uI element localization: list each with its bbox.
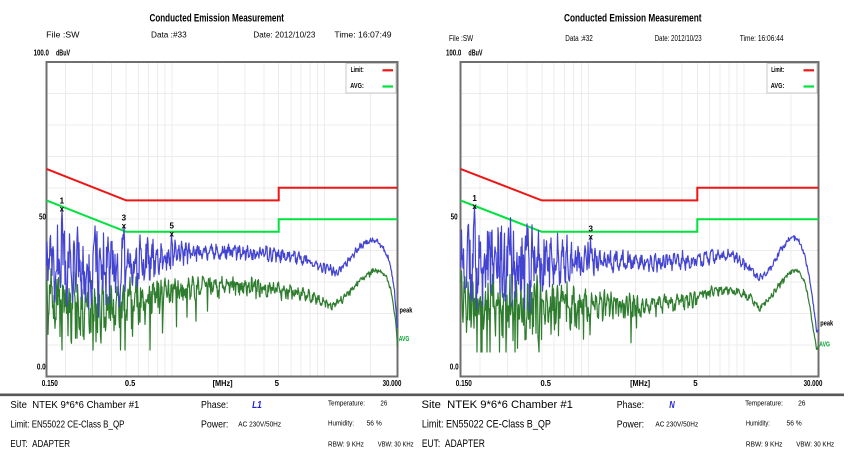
svg-text:AC 230V/50Hz: AC 230V/50Hz bbox=[655, 419, 698, 428]
svg-text:Limit: EN55022 CE-Class B_QP: Limit: EN55022 CE-Class B_QP bbox=[422, 418, 551, 430]
svg-text:30.000: 30.000 bbox=[383, 379, 402, 388]
svg-text:VBW: 30 KHz: VBW: 30 KHz bbox=[378, 439, 414, 448]
svg-text:100.0: 100.0 bbox=[446, 49, 462, 58]
svg-text:RBW: 9 KHz: RBW: 9 KHz bbox=[746, 439, 783, 448]
svg-text:RBW: 9 KHz: RBW: 9 KHz bbox=[328, 439, 364, 448]
svg-text:5: 5 bbox=[693, 379, 698, 388]
svg-text:AVG:: AVG: bbox=[771, 81, 785, 90]
svg-text:Power:: Power: bbox=[201, 419, 228, 430]
svg-text:Site NTEK 9*6*6 Chamber #1: Site NTEK 9*6*6 Chamber #1 bbox=[422, 399, 573, 411]
svg-text:Site NTEK 9*6*6 Chamber #1: Site NTEK 9*6*6 Chamber #1 bbox=[10, 400, 139, 411]
svg-text:Data :#33: Data :#33 bbox=[151, 31, 187, 40]
svg-text:Phase:: Phase: bbox=[617, 400, 644, 411]
svg-text:[MHz]: [MHz] bbox=[213, 379, 233, 388]
svg-text:x: x bbox=[472, 202, 477, 211]
svg-text:Humidity:: Humidity: bbox=[746, 419, 770, 428]
svg-text:EUT: ADAPTER: EUT: ADAPTER bbox=[10, 439, 70, 450]
svg-text:0.0: 0.0 bbox=[37, 362, 46, 371]
svg-text:[MHz]: [MHz] bbox=[630, 379, 650, 388]
svg-text:L1: L1 bbox=[252, 400, 262, 411]
svg-text:dBuV: dBuV bbox=[468, 49, 482, 58]
svg-text:5: 5 bbox=[169, 221, 174, 230]
svg-text:26: 26 bbox=[380, 399, 387, 408]
svg-text:3: 3 bbox=[122, 213, 127, 222]
svg-text:5: 5 bbox=[275, 379, 280, 388]
svg-text:0.150: 0.150 bbox=[456, 379, 473, 388]
svg-text:Date: 2012/10/23: Date: 2012/10/23 bbox=[253, 31, 316, 40]
svg-text:peak: peak bbox=[820, 318, 834, 327]
svg-text:0.5: 0.5 bbox=[540, 379, 551, 388]
svg-text:Conducted Emission Measurement: Conducted Emission Measurement bbox=[150, 12, 285, 24]
svg-text:x: x bbox=[60, 204, 65, 213]
svg-text:Date: 2012/10/23: Date: 2012/10/23 bbox=[655, 34, 702, 43]
svg-text:x: x bbox=[169, 229, 174, 238]
svg-text:0.5: 0.5 bbox=[125, 379, 136, 388]
svg-text:File :SW: File :SW bbox=[46, 31, 80, 40]
svg-text:26: 26 bbox=[798, 399, 805, 408]
svg-text:100.0: 100.0 bbox=[34, 49, 50, 58]
svg-text:peak: peak bbox=[400, 305, 414, 314]
svg-text:Conducted Emission Measurement: Conducted Emission Measurement bbox=[564, 12, 702, 24]
svg-text:30.000: 30.000 bbox=[804, 379, 823, 388]
svg-text:Time: 16:06:44: Time: 16:06:44 bbox=[740, 34, 784, 43]
svg-text:Time: 16:07:49: Time: 16:07:49 bbox=[334, 31, 392, 40]
svg-text:1: 1 bbox=[472, 194, 477, 203]
svg-text:AC 230V/50Hz: AC 230V/50Hz bbox=[238, 419, 281, 428]
svg-text:Limit: EN55022 CE-Class B_QP: Limit: EN55022 CE-Class B_QP bbox=[10, 419, 124, 430]
svg-text:Humidity:: Humidity: bbox=[328, 419, 354, 428]
svg-text:x: x bbox=[588, 232, 593, 241]
svg-text:EUT: ADAPTER: EUT: ADAPTER bbox=[422, 438, 485, 450]
svg-text:Limit:: Limit: bbox=[351, 65, 364, 74]
svg-text:AVG: AVG bbox=[819, 339, 830, 348]
svg-text:56 %: 56 % bbox=[787, 419, 802, 428]
svg-text:Phase:: Phase: bbox=[201, 400, 228, 411]
svg-text:dBuV: dBuV bbox=[56, 49, 70, 58]
svg-text:1: 1 bbox=[60, 196, 65, 205]
svg-text:File :SW: File :SW bbox=[449, 34, 473, 43]
svg-text:Limit:: Limit: bbox=[771, 65, 784, 74]
svg-text:50: 50 bbox=[451, 212, 458, 221]
svg-text:50: 50 bbox=[39, 212, 46, 221]
svg-text:AVG:: AVG: bbox=[350, 81, 364, 90]
svg-text:Temperature:: Temperature: bbox=[745, 399, 783, 408]
svg-text:N: N bbox=[669, 400, 675, 411]
svg-text:0.0: 0.0 bbox=[450, 362, 459, 371]
svg-text:Data :#32: Data :#32 bbox=[565, 34, 593, 43]
svg-text:Temperature:: Temperature: bbox=[328, 399, 365, 408]
svg-text:VBW: 30 KHz: VBW: 30 KHz bbox=[796, 439, 834, 448]
svg-text:AVG: AVG bbox=[399, 334, 410, 343]
svg-text:x: x bbox=[122, 221, 127, 230]
svg-text:56 %: 56 % bbox=[367, 419, 382, 428]
svg-text:0.150: 0.150 bbox=[42, 379, 59, 388]
svg-text:3: 3 bbox=[588, 224, 593, 233]
svg-text:Power:: Power: bbox=[617, 419, 644, 430]
